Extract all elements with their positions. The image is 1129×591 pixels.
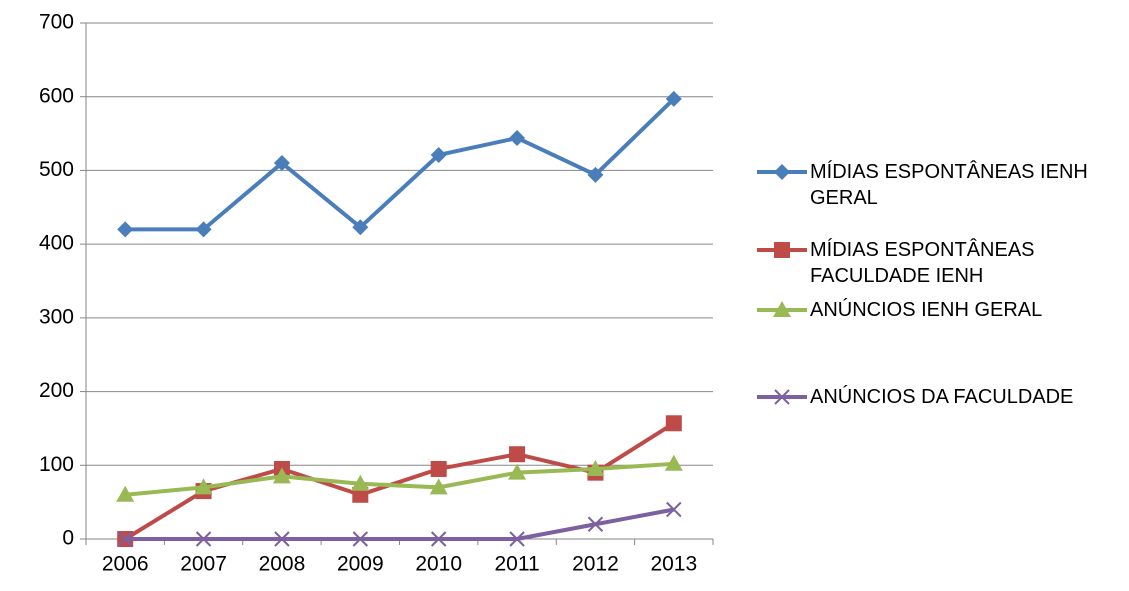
marker (509, 531, 525, 547)
legend-label: ANÚNCIOS IENH GERAL (810, 299, 1043, 321)
marker (587, 516, 604, 532)
y-tick-label: 700 (39, 11, 74, 34)
y-tick-label: 100 (39, 453, 74, 476)
marker (117, 221, 134, 238)
marker (587, 166, 604, 183)
marker (273, 155, 290, 172)
x-tick-label: 2012 (572, 553, 619, 576)
y-tick-label: 300 (39, 305, 74, 328)
marker (430, 460, 447, 477)
x-tick-label: 2006 (102, 553, 149, 576)
y-tick-label: 600 (39, 84, 74, 107)
marker (351, 474, 370, 491)
series-line (125, 461, 674, 497)
marker (352, 531, 369, 547)
marker (774, 389, 790, 405)
x-tick-label: 2011 (494, 553, 539, 576)
marker (352, 219, 369, 236)
x-tick-label: 2007 (180, 553, 227, 576)
marker (116, 485, 135, 502)
marker (430, 531, 447, 547)
marker (664, 454, 683, 471)
marker (117, 531, 133, 547)
y-tick-label: 200 (39, 379, 74, 402)
series-line (125, 97, 676, 232)
marker (509, 446, 526, 463)
marker (274, 531, 290, 547)
x-tick-label: 2010 (415, 553, 462, 576)
x-tick-label: 2013 (650, 553, 697, 576)
marker (272, 467, 291, 484)
marker (429, 478, 448, 495)
legend-label: MÍDIAS ESPONTÂNEAS IENH GERAL (810, 161, 1088, 209)
marker (194, 478, 213, 495)
y-tick-label: 400 (39, 232, 74, 255)
marker (774, 242, 790, 258)
marker (352, 486, 369, 503)
x-tick-label: 2009 (337, 553, 384, 576)
marker (773, 301, 791, 317)
y-tick-label: 0 (62, 527, 74, 550)
marker (195, 531, 212, 547)
marker (666, 501, 682, 518)
legend-label: ANÚNCIOS DA FACULDADE (810, 386, 1074, 408)
marker (508, 463, 527, 480)
marker (509, 129, 526, 146)
marker (774, 164, 790, 180)
legend-label: MÍDIAS ESPONTÂNEAS FACULDADE IENH (810, 239, 1035, 287)
marker (665, 90, 682, 107)
y-tick-label: 500 (39, 158, 74, 181)
marker (195, 221, 212, 238)
marker (586, 459, 605, 476)
marker (430, 146, 447, 163)
x-tick-label: 2008 (259, 553, 306, 576)
marker (665, 415, 682, 432)
series-line (125, 507, 675, 541)
